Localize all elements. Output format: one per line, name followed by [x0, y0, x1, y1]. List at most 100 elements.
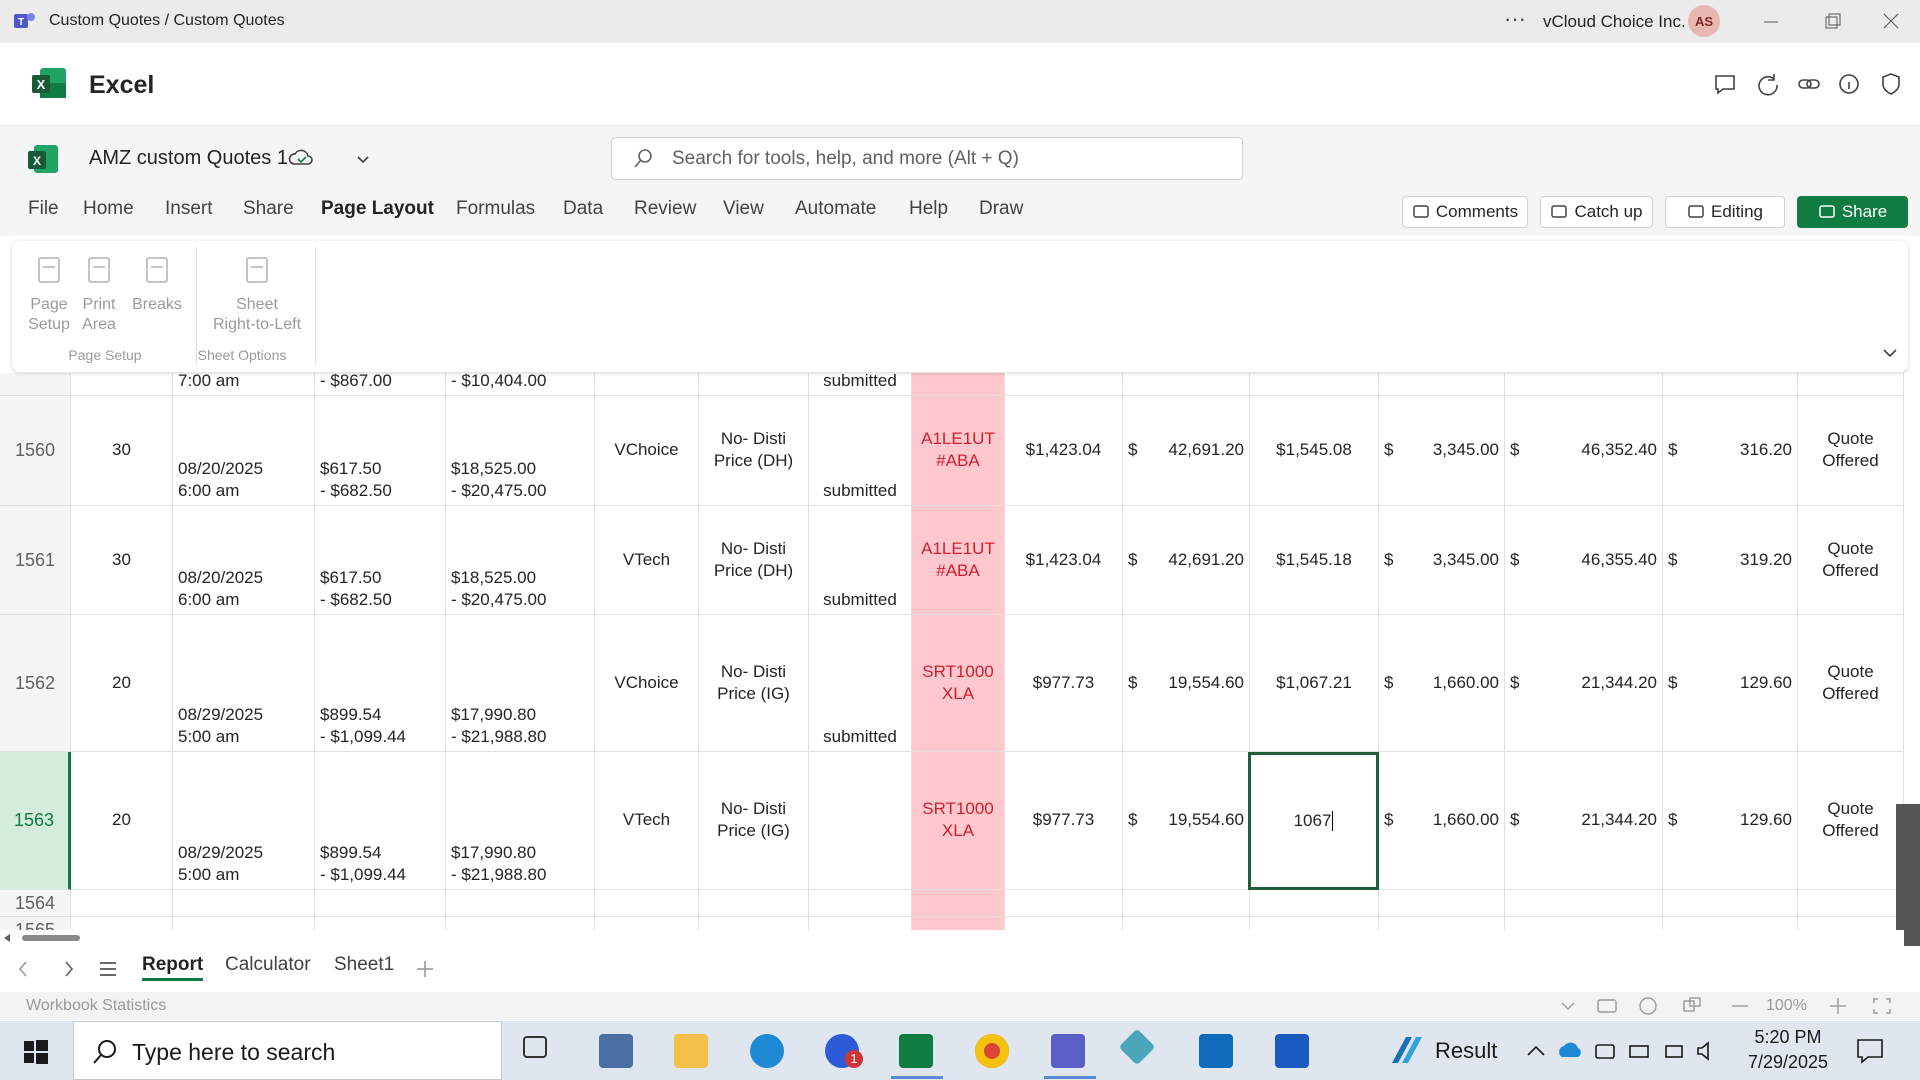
cell[interactable]: Quote Offered	[1798, 506, 1904, 615]
menu-tab[interactable]: Page Layout	[321, 198, 434, 219]
cell[interactable]: $21,344.20	[1505, 752, 1663, 890]
cell[interactable]	[1379, 917, 1505, 930]
cell[interactable]	[1798, 890, 1904, 917]
cell[interactable]: submitted	[809, 396, 912, 506]
cell[interactable]	[595, 373, 699, 396]
cell[interactable]	[1505, 917, 1663, 930]
weather-text[interactable]: Result	[1435, 1038, 1498, 1063]
cell[interactable]	[699, 917, 809, 930]
cell[interactable]: submitted	[809, 506, 912, 615]
ribbon-collapse[interactable]	[1882, 347, 1898, 359]
cell[interactable]: 08/29/2025 5:00 am	[173, 615, 315, 752]
taskbar-search[interactable]: Type here to search	[73, 1021, 502, 1080]
cell[interactable]	[1663, 373, 1798, 396]
cell[interactable]: $899.54 - $1,099.44	[315, 615, 446, 752]
add-sheet[interactable]	[414, 958, 436, 980]
cell[interactable]: Quote Offered	[1798, 396, 1904, 506]
cell[interactable]: A1LE1UT#ABA	[912, 396, 1005, 506]
menu-tab[interactable]: Data	[563, 198, 604, 219]
cell[interactable]: $42,691.20	[1123, 506, 1250, 615]
cell[interactable]: Quote Offered	[1798, 615, 1904, 752]
cell[interactable]: $977.73	[1005, 752, 1123, 890]
cell[interactable]: $18,525.00 - $20,475.00	[446, 396, 595, 506]
row-header[interactable]: 1561	[0, 506, 71, 615]
cell[interactable]: 20	[71, 752, 173, 890]
cell[interactable]	[809, 752, 912, 890]
cell[interactable]	[1505, 373, 1663, 396]
ribbon-button[interactable]: Breaks	[132, 255, 182, 315]
weather-icon[interactable]	[1388, 1035, 1424, 1067]
row-header[interactable]: 1560	[0, 396, 71, 506]
row-header[interactable]	[0, 373, 71, 396]
cell[interactable]: $1,067.21	[1250, 615, 1379, 752]
zoom-app[interactable]: 1	[825, 1034, 863, 1068]
cell[interactable]: $129.60	[1663, 615, 1798, 752]
horizontal-scrollbar[interactable]	[0, 930, 1904, 946]
cell[interactable]: $319.20	[1663, 506, 1798, 615]
file-name[interactable]: AMZ custom Quotes 1	[89, 147, 288, 169]
cell[interactable]: 30	[71, 506, 173, 615]
menu-tab[interactable]: File	[28, 198, 59, 219]
row-header[interactable]: 1563	[0, 752, 71, 890]
cell[interactable]	[1250, 917, 1379, 930]
cell[interactable]: $42,691.20	[1123, 396, 1250, 506]
sheet-tab[interactable]: Calculator	[225, 954, 311, 975]
cell[interactable]: No- Disti Price (IG)	[699, 615, 809, 752]
cell[interactable]: VChoice	[595, 396, 699, 506]
cell[interactable]	[1123, 917, 1250, 930]
zoom-level[interactable]: 100%	[1766, 997, 1807, 1014]
cell[interactable]	[1123, 890, 1250, 917]
notification-center[interactable]	[1856, 1038, 1884, 1064]
app-icon[interactable]	[1118, 1028, 1156, 1066]
action-button[interactable]: Catch up	[1540, 196, 1653, 228]
menu-tab[interactable]: View	[723, 198, 764, 219]
cell[interactable]: SRT1000XLA	[912, 615, 1005, 752]
cell[interactable]: $316.20	[1663, 396, 1798, 506]
cell[interactable]: A1LE1UT#ABA	[912, 506, 1005, 615]
header-icons[interactable]	[1712, 71, 1908, 99]
edge-app[interactable]	[750, 1034, 784, 1068]
ribbon-button[interactable]: Print Area	[78, 255, 120, 335]
menu-tab[interactable]: Help	[909, 198, 949, 219]
cell[interactable]: $46,352.40	[1505, 396, 1663, 506]
cell[interactable]: $19,554.60	[1123, 615, 1250, 752]
cell[interactable]	[912, 890, 1005, 917]
cell[interactable]	[71, 917, 173, 930]
cell[interactable]	[1663, 890, 1798, 917]
row-header[interactable]: 1562	[0, 615, 71, 752]
scroll-thumb[interactable]	[22, 935, 80, 941]
menu-tab[interactable]: Automate	[795, 198, 877, 219]
cell[interactable]	[699, 890, 809, 917]
tray-icons[interactable]	[1526, 1037, 1726, 1065]
cell[interactable]: No- Disti Price (DH)	[699, 396, 809, 506]
file-explorer[interactable]	[674, 1034, 708, 1068]
start-button[interactable]	[24, 1040, 48, 1064]
sheet-tab[interactable]: Sheet1	[334, 954, 395, 975]
cell[interactable]	[912, 373, 1005, 396]
status-icons[interactable]	[1556, 996, 1756, 1016]
row-header[interactable]: 1564	[0, 890, 71, 917]
cell[interactable]: Quote Offered	[1798, 752, 1904, 890]
save-status[interactable]	[288, 146, 378, 172]
scroll-left[interactable]	[2, 933, 12, 943]
cell[interactable]: $1,423.04	[1005, 506, 1123, 615]
cell[interactable]: submitted	[809, 373, 912, 396]
cell[interactable]: $46,355.40	[1505, 506, 1663, 615]
cell[interactable]: 20	[71, 615, 173, 752]
window-controls[interactable]	[1760, 10, 1910, 34]
cell[interactable]: $19,554.60	[1123, 752, 1250, 890]
menu-tab[interactable]: Formulas	[456, 198, 536, 219]
cell[interactable]: VTech	[595, 506, 699, 615]
cell[interactable]: SRT1000XLA	[912, 752, 1005, 890]
cell[interactable]	[1123, 373, 1250, 396]
cell[interactable]: $1,660.00	[1379, 752, 1505, 890]
action-button[interactable]: Editing	[1665, 196, 1785, 228]
tab-nav[interactable]	[12, 958, 132, 980]
cell[interactable]: submitted	[809, 615, 912, 752]
teams-app[interactable]	[1051, 1034, 1085, 1068]
menu-tab[interactable]: Insert	[165, 198, 213, 219]
outlook-app[interactable]	[1199, 1034, 1233, 1068]
cell[interactable]: 08/29/2025 5:00 am	[173, 752, 315, 890]
cell[interactable]: $21,344.20	[1505, 615, 1663, 752]
cell[interactable]: $3,345.00	[1379, 506, 1505, 615]
